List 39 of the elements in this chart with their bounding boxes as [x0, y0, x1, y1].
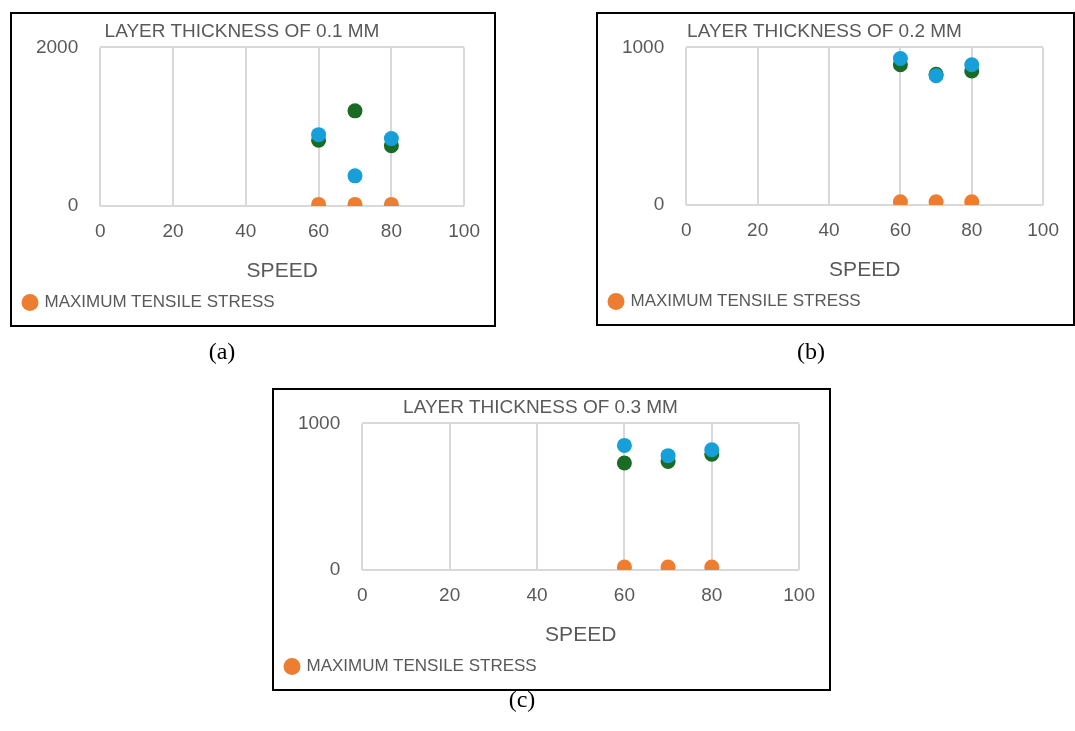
point	[660, 448, 676, 464]
x-tick-label: 80	[380, 219, 402, 241]
x-tick-label: 40	[818, 218, 840, 240]
text: (a)	[207, 338, 237, 365]
point	[616, 455, 632, 471]
text: (c)	[507, 686, 537, 713]
chart-title: LAYER THICKNESS OF 0.3 MM	[403, 396, 678, 418]
x-tick-label: 80	[961, 218, 983, 240]
x-tick-label: 20	[439, 583, 461, 605]
x-tick-label: 60	[889, 218, 911, 240]
x-tick-label: 0	[356, 583, 368, 605]
x-tick-label: 60	[308, 219, 330, 241]
y-tick-label: 1000	[621, 35, 665, 57]
x-tick-label: 60	[613, 583, 635, 605]
text: (b)	[796, 338, 826, 365]
x-axis-title: SPEED	[246, 258, 318, 282]
x-tick-label: 20	[747, 218, 769, 240]
x-tick-label: 100	[448, 219, 480, 241]
x-axis-title: SPEED	[829, 257, 901, 281]
x-tick-label: 0	[94, 219, 106, 241]
x-tick-label: 80	[701, 583, 723, 605]
legend-label: MAXIMUM TENSILE STRESS	[44, 292, 275, 312]
point	[964, 57, 980, 73]
legend-label: MAXIMUM TENSILE STRESS	[306, 656, 537, 676]
x-tick-label: 100	[1027, 218, 1059, 240]
y-tick-label: 1000	[297, 411, 341, 433]
point	[616, 437, 632, 453]
point	[704, 442, 720, 458]
x-tick-label: 40	[526, 583, 548, 605]
x-tick-label: 100	[783, 583, 815, 605]
legend-label: MAXIMUM TENSILE STRESS	[630, 291, 861, 311]
point	[892, 50, 908, 66]
x-tick-label: 20	[162, 219, 184, 241]
x-axis-title: SPEED	[545, 622, 617, 646]
x-tick-label: 40	[235, 219, 257, 241]
y-tick-label: 2000	[35, 35, 79, 57]
chart-title: LAYER THICKNESS OF 0.1 MM	[104, 20, 380, 42]
x-tick-label: 0	[680, 218, 692, 240]
chart-title: LAYER THICKNESS OF 0.2 MM	[687, 20, 962, 42]
